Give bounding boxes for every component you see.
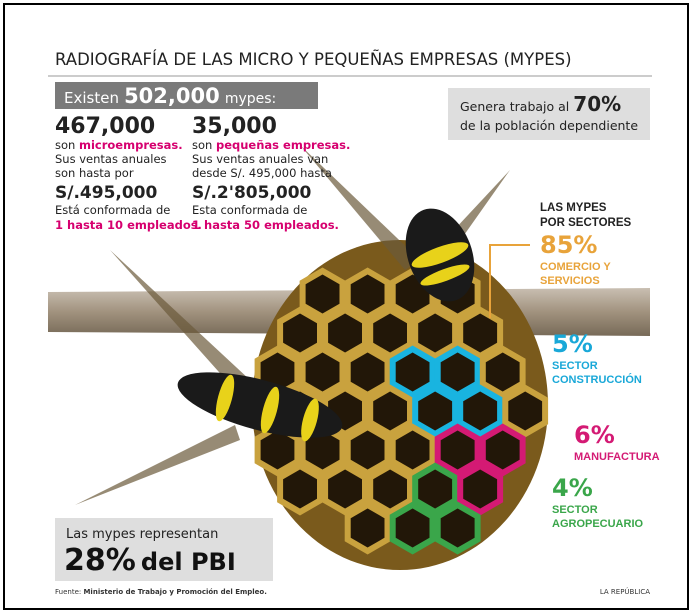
small-staff-intro: Esta conformada de <box>192 203 307 217</box>
cell <box>415 388 455 434</box>
micro-count: 467,000 <box>55 114 155 139</box>
sector-label: SECTOR <box>552 360 598 372</box>
micro-staff-intro: Está conformada de <box>55 203 170 217</box>
cell <box>280 466 320 512</box>
micro-type: son microempresas. <box>55 138 183 152</box>
cell <box>415 466 455 512</box>
employment-suffix: de la población dependiente <box>460 118 638 133</box>
small-type: son pequeñas empresas. <box>192 138 350 152</box>
sectors-title: LAS MYPES <box>540 202 607 214</box>
source: Fuente: Ministerio de Trabajo y Promoció… <box>55 588 267 596</box>
total-prefix: Existen <box>64 89 119 107</box>
cell <box>393 349 433 395</box>
sector-share: 5% <box>552 330 593 358</box>
employment-value: 70% <box>573 92 621 116</box>
small-amount: S/.2'805,000 <box>192 183 312 203</box>
cell <box>483 427 523 473</box>
cell <box>438 349 478 395</box>
cell <box>460 388 500 434</box>
micro-type-name: microempresas. <box>79 138 183 152</box>
sector-share: 6% <box>574 421 615 449</box>
cell <box>348 505 388 551</box>
small-sales: desde S/. 495,000 hasta <box>192 166 332 180</box>
small-son: son <box>192 138 212 152</box>
infographic: RADIOGRAFÍA DE LAS MICRO Y PEQUEÑAS EMPR… <box>0 0 693 614</box>
cell <box>415 310 455 356</box>
cell <box>370 388 410 434</box>
cell <box>460 310 500 356</box>
cell <box>393 505 433 551</box>
cell <box>325 310 365 356</box>
source-name: Ministerio de Trabajo y Promoción del Em… <box>83 588 266 596</box>
micro-son: son <box>55 138 75 152</box>
title: RADIOGRAFÍA DE LAS MICRO Y PEQUEÑAS EMPR… <box>55 50 572 69</box>
cell <box>303 349 343 395</box>
total-suffix: mypes: <box>225 91 276 107</box>
micro-amount: S/.495,000 <box>55 183 158 203</box>
page: RADIOGRAFÍA DE LAS MICRO Y PEQUEÑAS EMPR… <box>0 0 693 614</box>
micro-sales: son hasta por <box>55 166 134 180</box>
small-count: 35,000 <box>192 114 277 139</box>
cell <box>348 427 388 473</box>
gdp-line: Las mypes representan <box>66 527 218 542</box>
cell <box>505 388 545 434</box>
cell <box>438 505 478 551</box>
cell <box>483 349 523 395</box>
sector-label: CONSTRUCCIÓN <box>552 373 642 386</box>
cell <box>393 427 433 473</box>
cell <box>370 466 410 512</box>
small-type-name: pequeñas empresas. <box>216 138 350 152</box>
micro-staff: 1 hasta 10 empleados. <box>55 218 202 232</box>
cell <box>370 310 410 356</box>
cell <box>280 310 320 356</box>
source-label: Fuente: <box>55 588 81 596</box>
total-value: 502,000 <box>124 84 220 108</box>
small-sales: Sus ventas anuales van <box>192 152 328 166</box>
sector-label: AGROPECUARIO <box>552 518 644 530</box>
cell <box>325 466 365 512</box>
cell <box>348 271 388 317</box>
sector-share: 85% <box>540 231 597 259</box>
micro-sales: Sus ventas anuales <box>55 152 167 166</box>
cell <box>438 427 478 473</box>
gdp-value: 28% <box>64 543 136 578</box>
gdp-value-line: 28% del PBI <box>64 543 236 578</box>
sector-label: SERVICIOS <box>540 275 600 287</box>
cell <box>348 349 388 395</box>
gdp-suffix: del PBI <box>141 548 236 576</box>
sector-share: 4% <box>552 474 593 502</box>
credit: LA REPÚBLICA <box>600 587 650 596</box>
cell <box>303 271 343 317</box>
sector-label: MANUFACTURA <box>574 451 660 463</box>
sector-label: SECTOR <box>552 504 598 516</box>
small-staff: 1 hasta 50 empleados. <box>192 218 339 232</box>
sector-label: COMERCIO Y <box>540 261 611 273</box>
sectors-title: POR SECTORES <box>540 217 631 229</box>
employment-prefix: Genera trabajo al <box>460 99 569 114</box>
cell <box>460 466 500 512</box>
